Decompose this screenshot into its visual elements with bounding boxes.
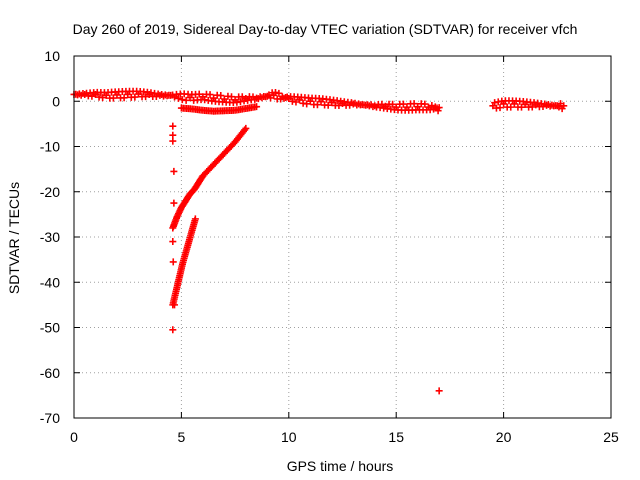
data-point — [560, 102, 568, 110]
y-tick-label: -30 — [40, 229, 60, 245]
data-point — [241, 126, 249, 134]
data-point — [182, 96, 190, 104]
x-tick-label: 20 — [496, 429, 512, 445]
data-point — [434, 107, 442, 115]
data-point — [169, 238, 177, 246]
x-tick-label: 5 — [178, 429, 186, 445]
y-tick-label: 0 — [52, 93, 60, 109]
y-tick-label: -10 — [40, 139, 60, 155]
data-point — [378, 100, 386, 108]
data-point — [169, 131, 177, 139]
data-point — [428, 102, 436, 110]
data-point — [292, 98, 300, 106]
data-point — [131, 93, 139, 101]
data-point — [421, 100, 429, 108]
data-point — [324, 101, 332, 109]
data-point — [120, 94, 128, 102]
y-axis-title: SDTVAR / TECUs — [6, 182, 22, 294]
data-layer — [70, 87, 568, 395]
data-point — [109, 94, 117, 102]
data-point — [528, 103, 536, 111]
series-secondary-band — [177, 103, 261, 115]
data-point — [169, 258, 177, 266]
data-point — [228, 93, 236, 101]
data-point — [195, 90, 203, 98]
data-point — [253, 103, 261, 111]
data-point — [169, 326, 177, 334]
data-point — [170, 167, 178, 175]
y-tick-label: -20 — [40, 184, 60, 200]
data-point — [435, 387, 443, 395]
y-tick-label: -40 — [40, 274, 60, 290]
axis-ticks: 0 5 10 15 20 25 10 0 -10 -20 -30 -40 -50 -60 -70 — [40, 48, 619, 445]
data-point — [303, 100, 311, 108]
series-outliers — [169, 122, 443, 395]
x-tick-label: 10 — [281, 429, 297, 445]
x-tick-label: 0 — [70, 429, 78, 445]
data-point — [142, 93, 150, 101]
y-tick-label: -60 — [40, 365, 60, 381]
data-point — [410, 100, 418, 108]
data-point — [313, 101, 321, 109]
data-point — [170, 199, 178, 207]
data-point — [507, 103, 515, 111]
data-point — [242, 124, 250, 132]
series-recovery-arc-1 — [169, 124, 250, 232]
chart-title: Day 260 of 2019, Sidereal Day-to-day VTE… — [73, 21, 578, 37]
data-point — [171, 301, 179, 309]
grid — [74, 56, 611, 418]
data-point — [518, 103, 525, 111]
x-tick-label: 15 — [388, 429, 404, 445]
data-point — [169, 122, 177, 130]
series-upper-band — [70, 87, 568, 115]
y-tick-label: -70 — [40, 410, 60, 426]
data-point — [174, 94, 182, 102]
y-tick-label: -50 — [40, 320, 60, 336]
data-point — [399, 100, 407, 108]
data-point — [389, 100, 397, 108]
data-point — [271, 88, 279, 96]
data-point — [191, 215, 199, 223]
data-point — [275, 89, 283, 97]
y-tick-label: 10 — [44, 48, 60, 64]
series-recovery-arc-2 — [169, 215, 199, 309]
data-point — [435, 104, 443, 112]
data-point — [238, 93, 246, 101]
data-point — [88, 92, 96, 100]
data-point — [335, 101, 343, 109]
data-point — [99, 94, 107, 102]
x-axis-title: GPS time / hours — [287, 458, 394, 474]
data-point — [217, 92, 225, 100]
x-tick-label: 25 — [603, 429, 619, 445]
data-point — [206, 91, 214, 99]
data-point — [496, 104, 504, 112]
data-point — [169, 137, 177, 145]
